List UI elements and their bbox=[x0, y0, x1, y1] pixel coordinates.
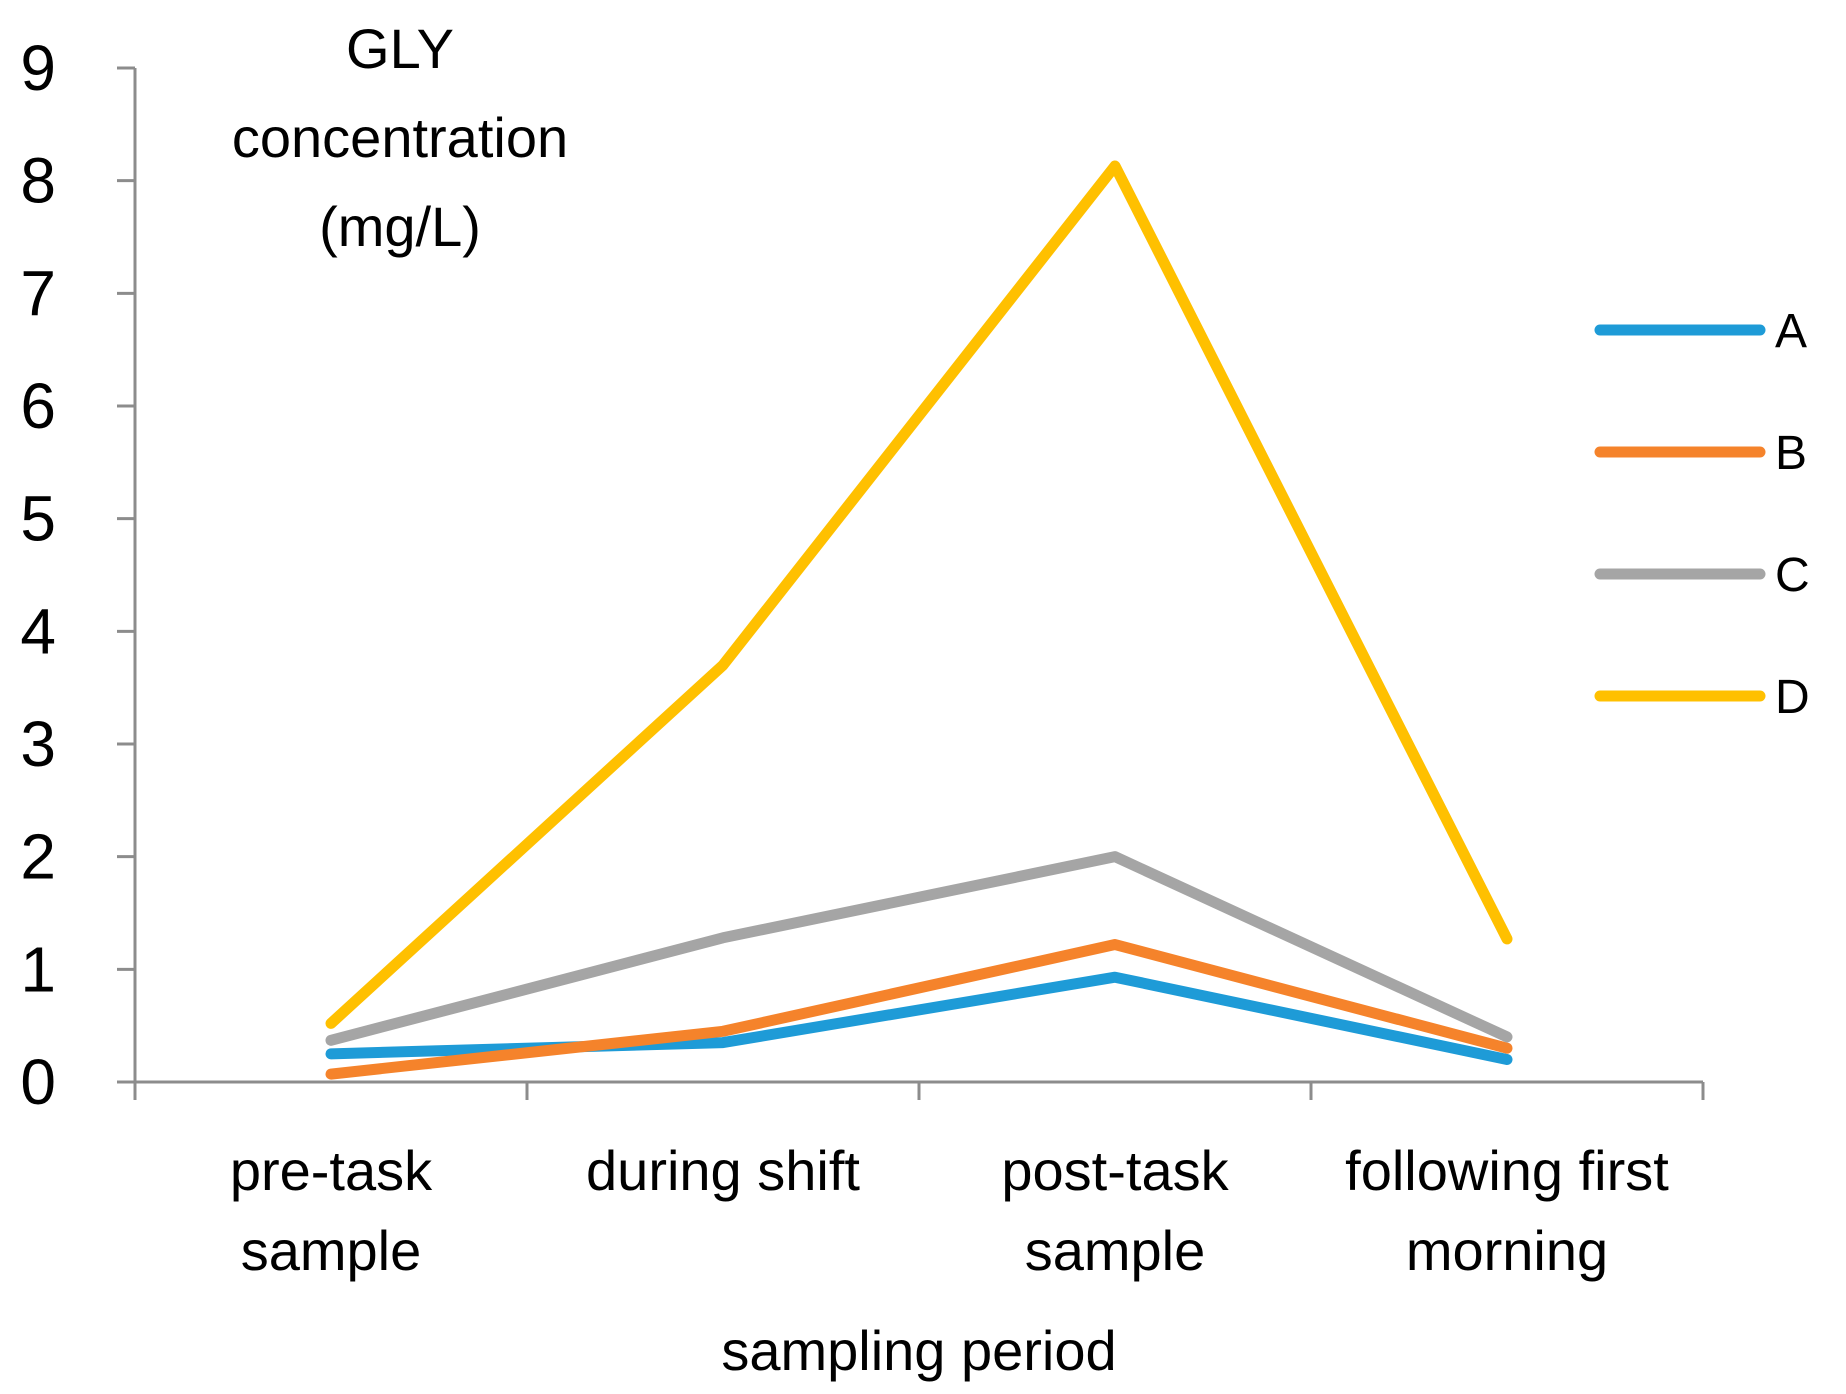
legend: A B C D bbox=[1594, 305, 1810, 724]
series-line-b bbox=[325, 939, 1513, 1080]
x-axis-title: sampling period bbox=[721, 1319, 1116, 1382]
x-tick-label: post-task sample bbox=[1001, 1139, 1229, 1282]
y-tick-label: 9 bbox=[20, 32, 56, 104]
y-tick-label: 0 bbox=[20, 1046, 56, 1118]
y-tick-label: 4 bbox=[20, 595, 56, 667]
x-tick-label: following first morning bbox=[1345, 1139, 1669, 1282]
y-tick-label: 1 bbox=[20, 933, 56, 1005]
x-tick-label: pre-task sample bbox=[230, 1139, 433, 1282]
y-tick-label: 6 bbox=[20, 370, 56, 442]
series-line-c bbox=[325, 851, 1513, 1046]
axes bbox=[117, 66, 1705, 1100]
y-tick-label: 5 bbox=[20, 483, 56, 555]
legend-label-d: D bbox=[1775, 671, 1810, 724]
axis-labels: 0 1 2 3 4 5 6 7 8 9 pre-task sample during shift post… bbox=[20, 17, 1669, 1382]
y-tick-label: 2 bbox=[20, 821, 56, 893]
y-axis-title: GLY concentration (mg/L) bbox=[232, 17, 568, 258]
series-lines bbox=[325, 160, 1513, 1080]
legend-label-a: A bbox=[1775, 305, 1807, 358]
legend-label-c: C bbox=[1775, 549, 1810, 602]
legend-label-b: B bbox=[1775, 427, 1807, 480]
series-line-d bbox=[325, 160, 1513, 1029]
y-tick-label: 8 bbox=[20, 145, 56, 217]
x-tick-label: during shift bbox=[586, 1139, 860, 1202]
y-tick-label: 7 bbox=[20, 257, 56, 329]
y-tick-label: 3 bbox=[20, 708, 56, 780]
